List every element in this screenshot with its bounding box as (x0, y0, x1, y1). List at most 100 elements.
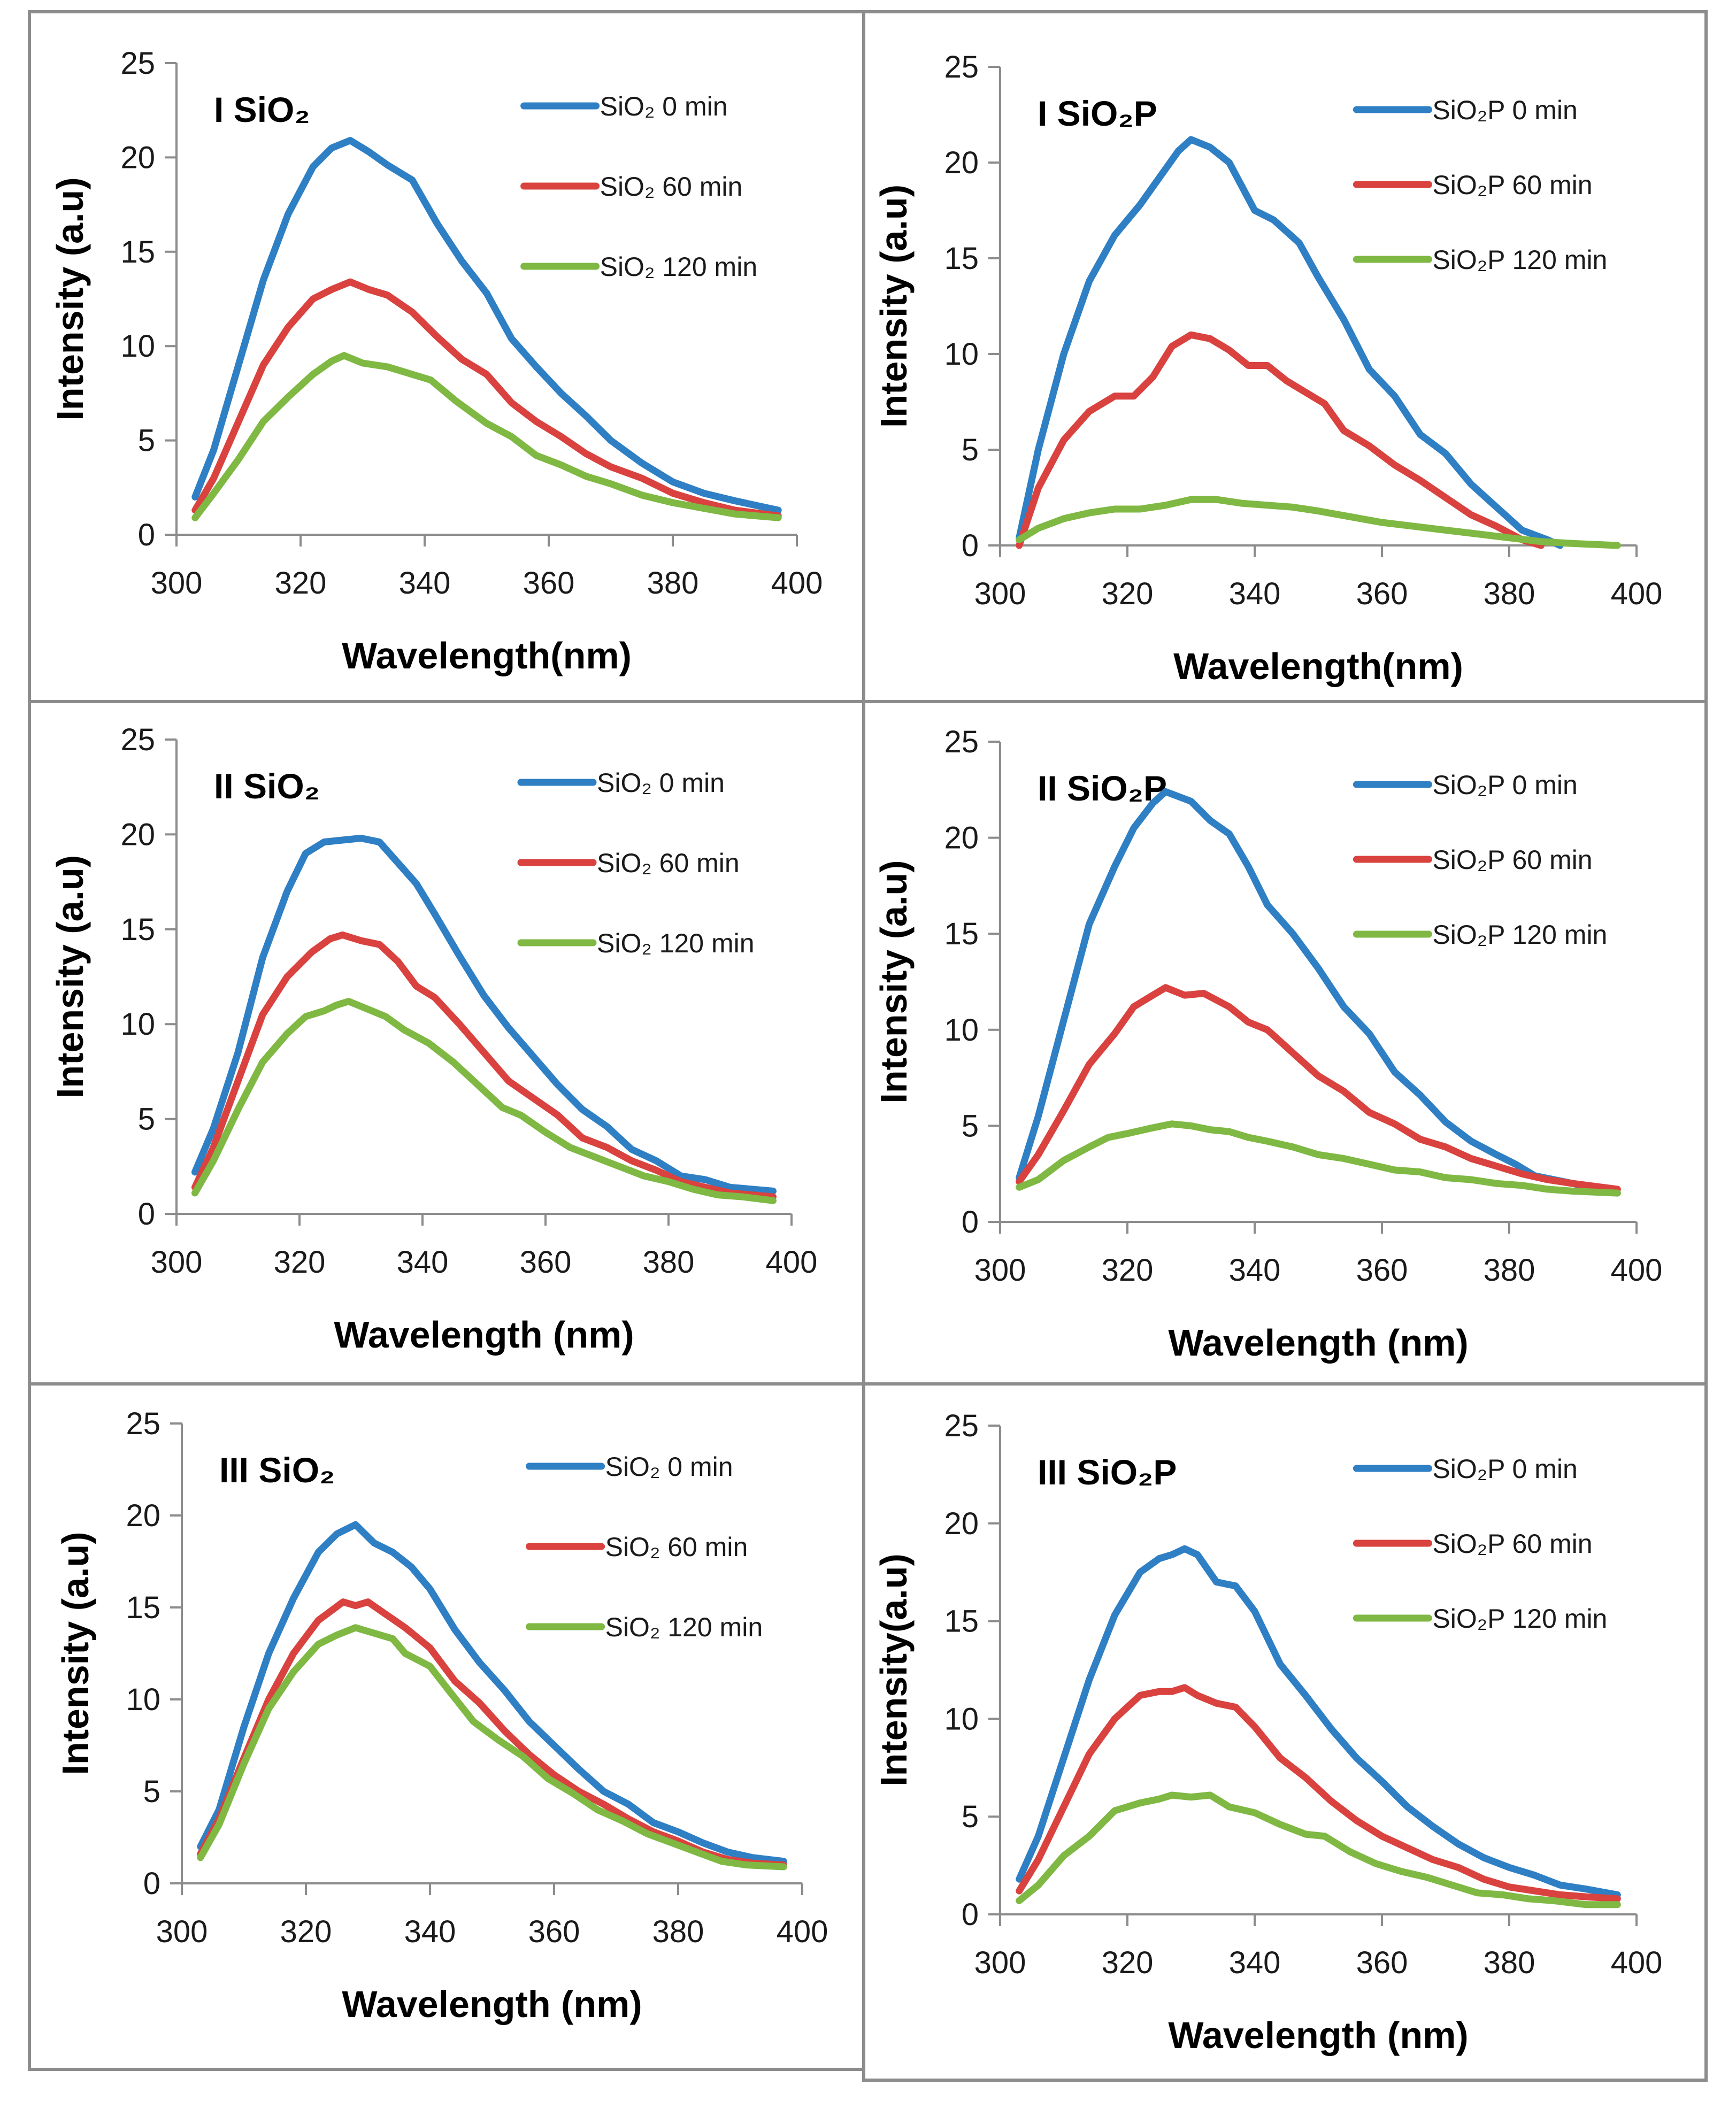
x-tick-label: 360 (1356, 1253, 1408, 1288)
panel-title: I SiO₂P (1038, 94, 1157, 133)
x-axis-title: Wavelength (nm) (1168, 1322, 1468, 1364)
chart-panel-III-SiO2P: 0 5 10 15 20 25 300 320 340 360 380 400 Wavelength (… (873, 1409, 1662, 2056)
x-axis-title: Wavelength(nm) (342, 635, 632, 676)
panel-title: II SiO₂P (1038, 768, 1167, 808)
chart-panel-I-SiO2P: 0 5 10 15 20 25 300 320 340 360 380 400 Wavelength(n… (873, 50, 1662, 687)
y-tick-label: 10 (944, 337, 979, 372)
y-tick-label: 25 (120, 722, 155, 757)
legend-label: SiO₂P 60 min (1432, 1529, 1592, 1559)
y-tick-label: 15 (944, 1604, 979, 1639)
legend-label: SiO₂P 0 min (1432, 1454, 1577, 1484)
y-tick-label: 0 (962, 528, 979, 563)
x-tick-label: 340 (1229, 1253, 1281, 1288)
x-tick-label: 400 (1611, 576, 1663, 611)
x-tick-label: 360 (1356, 1945, 1408, 1980)
y-tick-label: 0 (962, 1897, 979, 1932)
y-tick-label: 20 (944, 821, 979, 856)
series-line-red (1016, 1684, 1621, 1903)
x-tick-label: 400 (1611, 1945, 1663, 1980)
x-axis-title: Wavelength (nm) (342, 1983, 642, 2025)
y-tick-label: 5 (962, 1799, 979, 1834)
legend-label: SiO₂ 60 min (600, 172, 743, 202)
legend-label: SiO₂P 0 min (1432, 95, 1577, 125)
x-tick-label: 400 (777, 1914, 828, 1949)
y-axis-title: Intensity (a.u) (49, 855, 91, 1098)
series-line-red (197, 1598, 787, 1869)
x-tick-label: 300 (974, 1945, 1026, 1980)
y-tick-label: 25 (944, 725, 979, 759)
y-tick-label: 15 (120, 912, 155, 947)
series-line-green (1016, 1791, 1621, 1908)
y-tick-label: 10 (944, 1013, 979, 1048)
legend-label: SiO₂P 120 min (1432, 245, 1607, 275)
series-line-green (197, 1624, 787, 1871)
y-tick-label: 0 (962, 1205, 979, 1240)
series-line-red (1016, 331, 1545, 549)
x-tick-label: 320 (280, 1914, 332, 1949)
series-line-green (1016, 1120, 1621, 1197)
legend-label: SiO₂ 120 min (605, 1612, 763, 1642)
y-tick-label: 25 (126, 1406, 160, 1441)
legend-label: SiO₂ 0 min (605, 1452, 733, 1482)
legend-label: SiO₂ 0 min (597, 768, 725, 798)
x-tick-label: 320 (1102, 1945, 1154, 1980)
y-tick-label: 5 (143, 1774, 160, 1809)
x-tick-label: 340 (399, 566, 451, 601)
y-tick-label: 0 (143, 1866, 160, 1901)
series-line-blue (1016, 788, 1621, 1197)
legend-label: SiO₂P 60 min (1432, 845, 1592, 875)
x-axis-title: Wavelength (nm) (1168, 2014, 1468, 2056)
series-line-green (191, 998, 777, 1204)
series-line-blue (1016, 1545, 1621, 1898)
x-tick-label: 400 (766, 1245, 818, 1280)
series-line-blue (197, 1521, 787, 1865)
x-tick-label: 300 (151, 566, 203, 601)
legend-label: SiO₂P 0 min (1432, 770, 1577, 800)
panel-frame (862, 1382, 1708, 2082)
series-line-red (191, 931, 777, 1200)
x-tick-label: 360 (1356, 576, 1408, 611)
x-tick-label: 380 (1484, 576, 1535, 611)
series-line-green (1016, 496, 1621, 549)
x-tick-label: 400 (1611, 1253, 1663, 1288)
x-tick-label: 380 (1484, 1253, 1535, 1288)
y-tick-label: 20 (120, 140, 155, 175)
y-tick-label: 20 (944, 1506, 979, 1541)
chart-panel-III-SiO2: 0 5 10 15 20 25 300 320 340 360 380 400 Wavelength (… (55, 1406, 828, 2025)
y-tick-label: 5 (962, 1109, 979, 1143)
legend-label: SiO₂ 120 min (600, 252, 758, 282)
x-tick-label: 340 (404, 1914, 456, 1949)
x-axis-title: Wavelength(nm) (1173, 645, 1463, 687)
x-tick-label: 320 (274, 1245, 326, 1280)
x-tick-label: 400 (771, 566, 823, 601)
x-tick-label: 300 (974, 576, 1026, 611)
y-tick-label: 15 (126, 1590, 160, 1625)
legend-label: SiO₂P 120 min (1432, 920, 1607, 950)
panel-title: II SiO₂ (214, 766, 320, 806)
x-tick-label: 300 (974, 1253, 1026, 1288)
panel-title: III SiO₂ (219, 1450, 335, 1490)
chart-panel-II-SiO2P: 0 5 10 15 20 25 300 320 340 360 380 400 Wavelength (… (873, 725, 1662, 1364)
y-tick-label: 0 (138, 1197, 155, 1232)
y-axis-title: Intensity (a.u) (873, 860, 915, 1103)
chart-panel-II-SiO2: 0 5 10 15 20 25 300 320 340 360 380 400 Wavelength (… (49, 722, 817, 1356)
y-tick-label: 20 (944, 145, 979, 180)
y-tick-label: 15 (120, 235, 155, 270)
x-tick-label: 380 (647, 566, 699, 601)
legend-label: SiO₂ 0 min (600, 91, 728, 121)
legend-label: SiO₂ 120 min (597, 928, 755, 958)
y-tick-label: 25 (944, 1409, 979, 1443)
x-tick-label: 360 (528, 1914, 580, 1949)
y-axis-title: Intensity (a.u) (55, 1532, 96, 1775)
legend-label: SiO₂P 120 min (1432, 1604, 1607, 1634)
x-tick-label: 380 (652, 1914, 704, 1949)
series-line-red (191, 278, 782, 520)
y-tick-label: 10 (120, 1007, 155, 1042)
y-tick-label: 20 (126, 1498, 160, 1533)
y-tick-label: 25 (944, 50, 979, 84)
y-tick-label: 10 (120, 329, 155, 364)
series-line-green (191, 352, 782, 521)
x-tick-label: 360 (523, 566, 575, 601)
y-tick-label: 15 (944, 241, 979, 276)
